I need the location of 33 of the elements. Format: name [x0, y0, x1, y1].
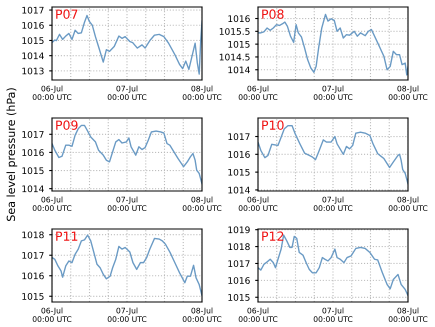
y-tick-label: 1014.5 [220, 54, 250, 61]
y-tick-label: 1016 [22, 149, 44, 156]
y-tick-label: 1015.5 [220, 28, 250, 35]
y-tick-label: 1015 [228, 168, 250, 176]
y-tick-label: 1018 [22, 231, 44, 238]
y-tick-label: 1018 [228, 243, 250, 250]
y-tick-label: 1015 [228, 40, 250, 48]
y-tick-label: 1016 [228, 15, 250, 22]
y-tick-label: 1015 [22, 167, 44, 174]
y-axis-title: Sea level pressure (hPa) [6, 88, 18, 221]
chart-title: P09 [56, 120, 78, 130]
y-tick-label: 1017 [22, 6, 44, 14]
y-tick-label: 1015 [22, 37, 44, 44]
chart-title: P07 [56, 9, 78, 19]
y-tick-label: 1016 [228, 277, 250, 284]
y-tick-label: 1019 [228, 226, 250, 234]
y-tick-label: 1017 [228, 133, 250, 140]
y-tick-label: 1014 [22, 52, 44, 60]
y-tick-label: 1016 [22, 272, 44, 280]
y-tick-label: 1017 [22, 131, 44, 138]
chart-title: P08 [262, 9, 284, 19]
chart-title: P11 [56, 232, 78, 241]
y-tick-label: 1015 [22, 292, 44, 300]
y-tick-label: 1016 [22, 22, 44, 29]
y-tick-label: 1013 [22, 68, 44, 74]
y-tick-label: 1015 [228, 294, 250, 301]
y-tick-label: 1016 [228, 151, 250, 158]
y-tick-label: 1017 [22, 252, 44, 259]
chart-title: P10 [262, 120, 284, 130]
y-tick-label: 1014 [22, 185, 44, 192]
y-tick-label: 1014 [228, 66, 250, 74]
y-tick-label: 1014 [228, 186, 250, 194]
y-tick-label: 1017 [228, 260, 250, 268]
